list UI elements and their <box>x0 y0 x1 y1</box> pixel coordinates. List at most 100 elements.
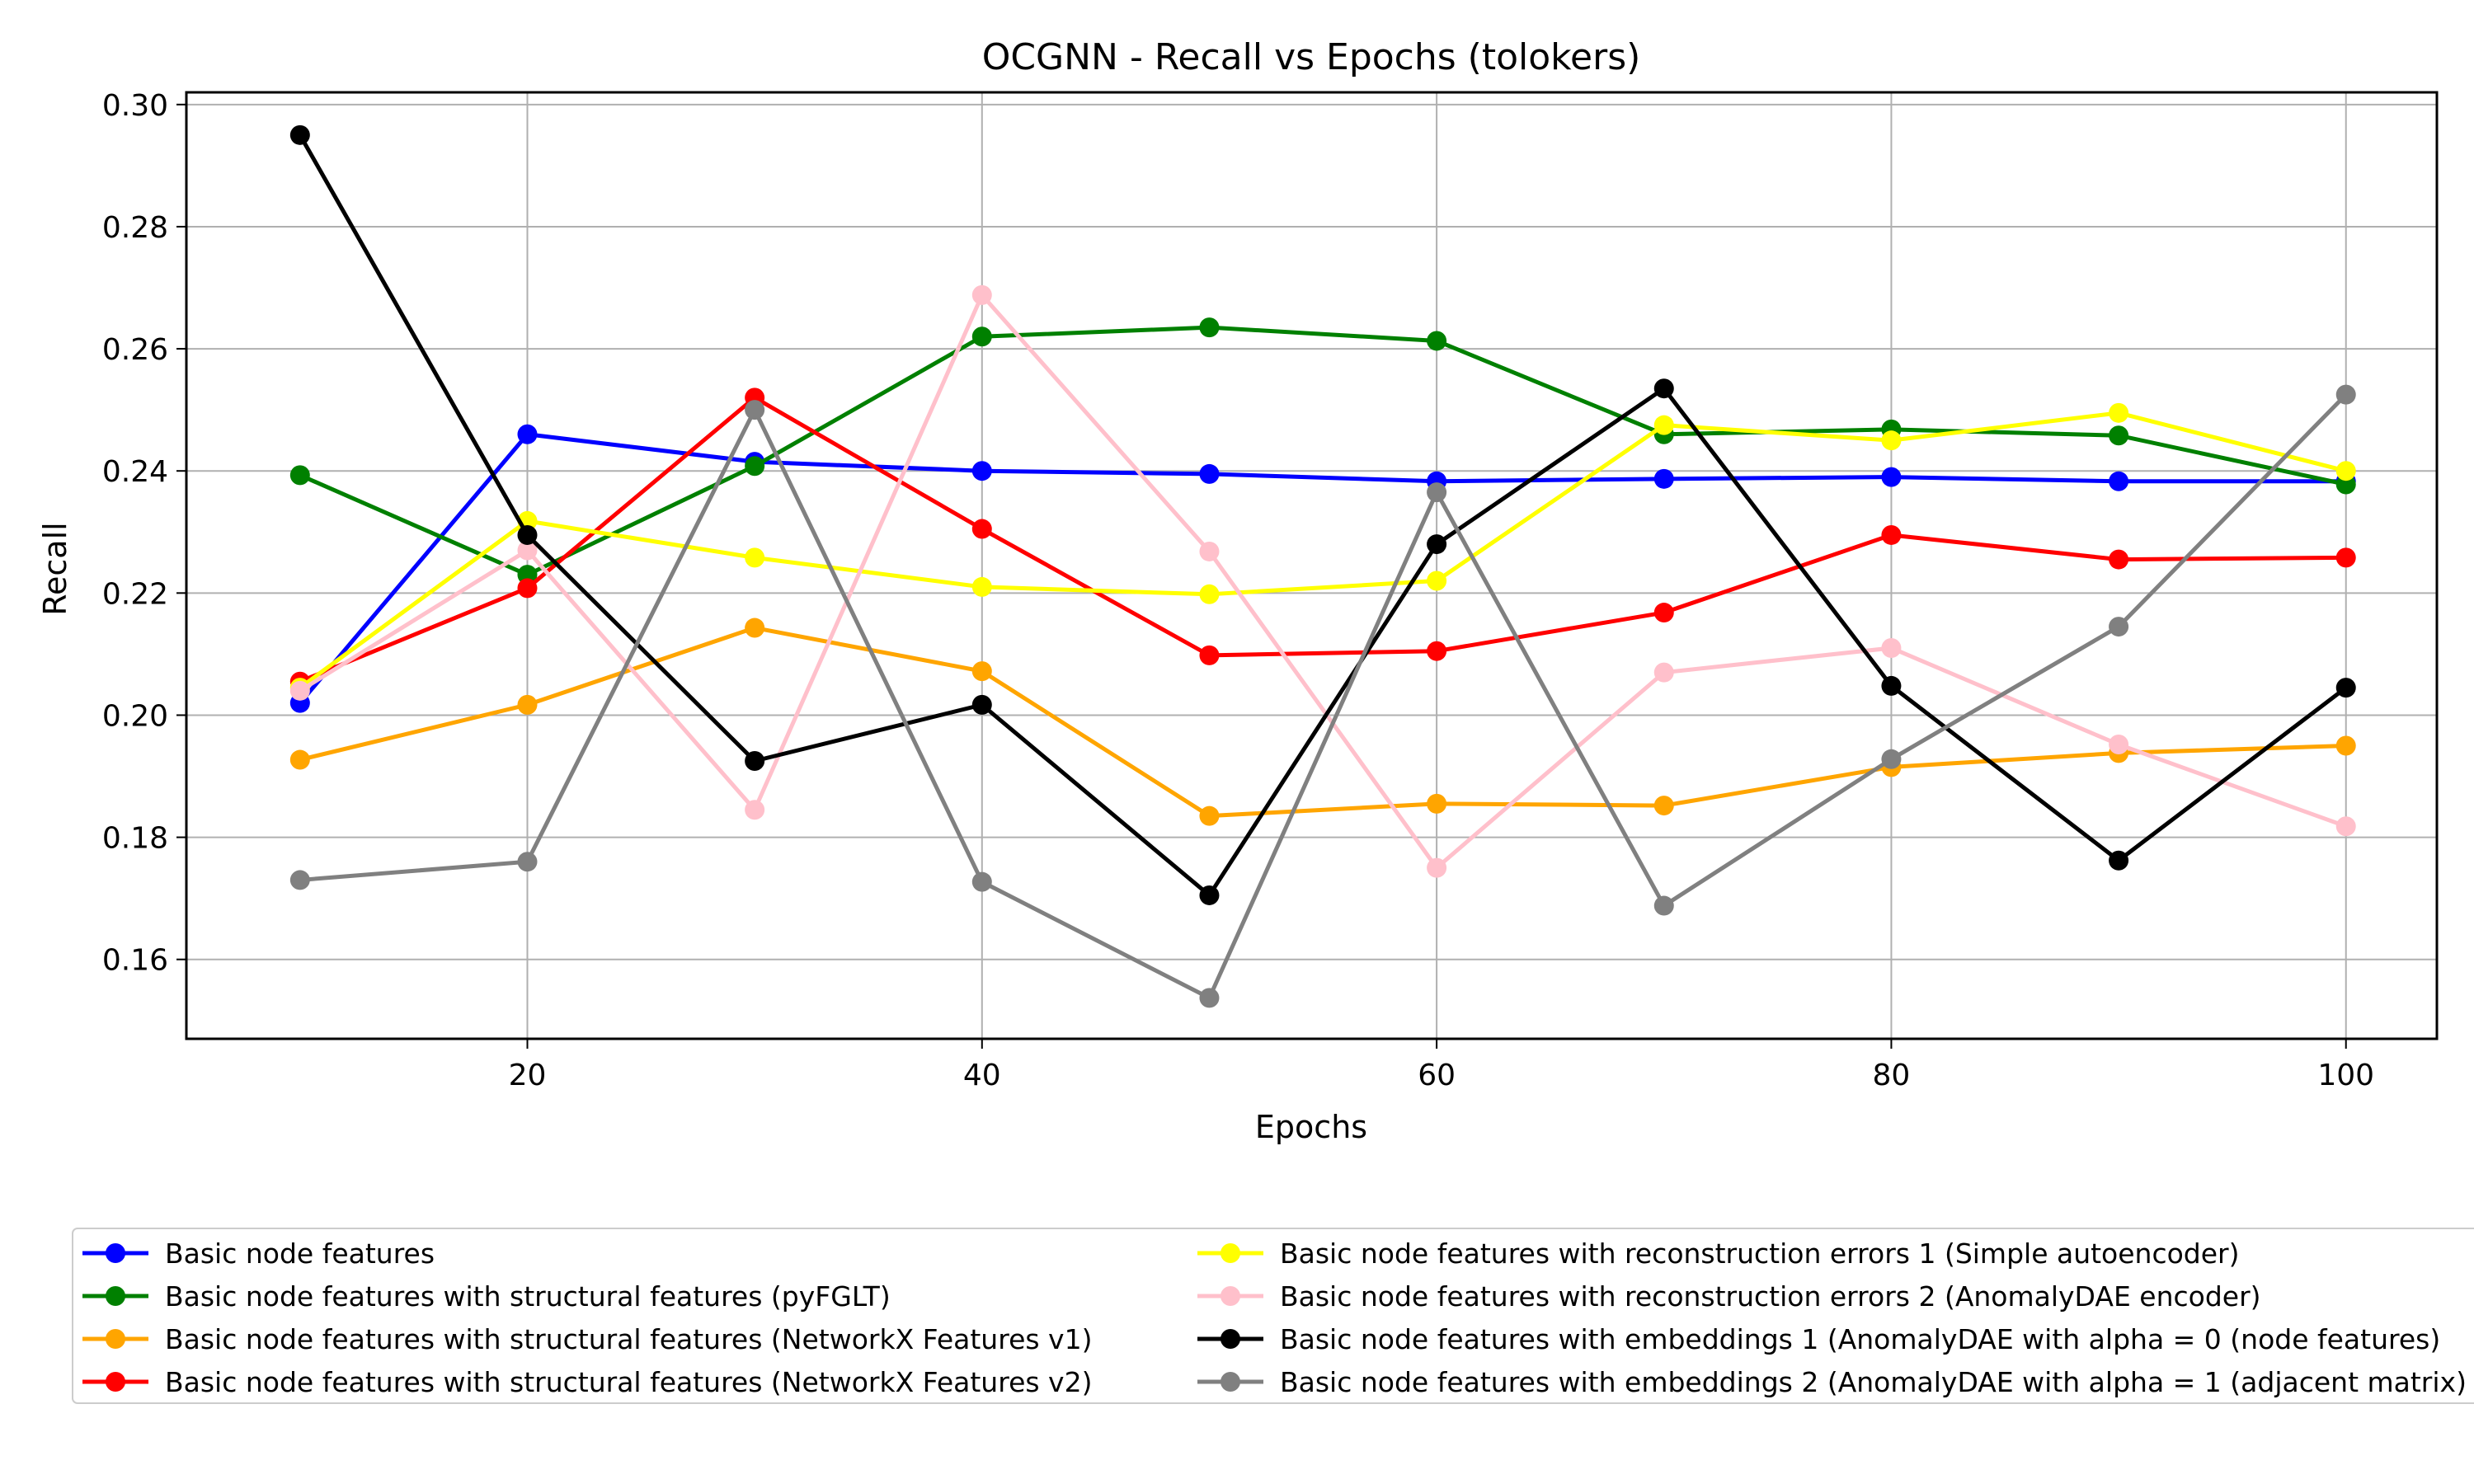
y-tick-label: 0.26 <box>102 333 168 367</box>
data-point <box>971 576 992 597</box>
series-7 <box>289 124 2356 905</box>
y-tick-label: 0.28 <box>102 211 168 245</box>
chart-title: OCGNN - Recall vs Epochs (tolokers) <box>982 36 1641 78</box>
series-line <box>299 392 2348 1000</box>
data-point <box>971 519 992 539</box>
data-point <box>1653 378 1674 399</box>
series-8 <box>289 384 2356 1008</box>
data-point <box>745 456 765 477</box>
data-point <box>1427 793 1447 814</box>
data-point <box>1881 749 1902 769</box>
legend-item: Basic node features with reconstruction … <box>1197 1280 2261 1313</box>
data-point <box>2109 549 2129 570</box>
y-tick-label: 0.18 <box>102 822 168 856</box>
legend-marker <box>1221 1286 1240 1306</box>
plot-series <box>289 124 2356 1008</box>
data-point <box>517 694 538 715</box>
series-2 <box>289 317 2356 585</box>
y-tick-label: 0.22 <box>102 577 168 611</box>
legend-marker <box>106 1243 125 1263</box>
series-line <box>299 395 2346 684</box>
data-point <box>1881 430 1902 451</box>
data-point <box>971 871 992 892</box>
y-tick-label: 0.30 <box>102 89 168 123</box>
legend-item: Basic node features with reconstruction … <box>1197 1237 2240 1270</box>
data-point <box>2335 384 2356 405</box>
y-axis-label: Recall <box>37 522 73 615</box>
data-point <box>971 694 992 715</box>
legend-item: Basic node features with embeddings 1 (A… <box>1197 1323 2440 1355</box>
data-point <box>1199 988 1220 1008</box>
data-point <box>1653 796 1674 816</box>
data-point <box>1653 468 1674 489</box>
data-point <box>1199 541 1220 561</box>
data-point <box>2109 471 2129 491</box>
data-point <box>1199 645 1220 665</box>
legend-marker <box>106 1372 125 1392</box>
data-point <box>517 524 538 545</box>
x-axis-label: Epochs <box>1255 1109 1367 1145</box>
data-point <box>289 465 310 486</box>
data-point <box>745 800 765 820</box>
data-point <box>1427 482 1447 503</box>
data-point <box>745 618 765 638</box>
data-point <box>971 326 992 347</box>
legend-marker <box>1221 1243 1240 1263</box>
series-line <box>299 626 2346 819</box>
data-point <box>1427 857 1447 878</box>
x-tick-label: 60 <box>1418 1059 1456 1092</box>
legend-marker <box>106 1329 125 1349</box>
data-point <box>1653 895 1674 916</box>
data-point <box>2335 735 2356 756</box>
data-point <box>289 680 310 701</box>
plot-frame <box>185 91 2439 1040</box>
legend-item: Basic node features with embeddings 2 (A… <box>1197 1366 2467 1398</box>
x-tick-label: 20 <box>509 1059 547 1092</box>
data-point <box>289 870 310 890</box>
data-point <box>1199 584 1220 604</box>
y-tick-label: 0.24 <box>102 455 168 489</box>
data-point <box>2109 402 2129 423</box>
data-point <box>1881 524 1902 545</box>
legend-label: Basic node features with reconstruction … <box>1280 1280 2261 1313</box>
legend-label: Basic node features with reconstruction … <box>1280 1237 2240 1270</box>
data-point <box>1653 603 1674 623</box>
data-point <box>745 547 765 568</box>
legend-label: Basic node features with structural feat… <box>165 1280 891 1313</box>
series-6 <box>289 284 2356 878</box>
series-line <box>299 411 2347 690</box>
legend-label: Basic node features with structural feat… <box>165 1323 1092 1355</box>
data-point <box>1427 534 1447 555</box>
data-point <box>1199 317 1220 338</box>
data-point <box>289 124 310 145</box>
data-point <box>971 661 992 682</box>
data-point <box>2109 850 2129 871</box>
data-point <box>1199 885 1220 905</box>
legend-item: Basic node features with structural feat… <box>82 1366 1092 1398</box>
data-point <box>1427 571 1447 591</box>
data-point <box>745 751 765 772</box>
grid <box>186 92 2437 1039</box>
data-point <box>517 540 538 561</box>
y-tick-label: 0.20 <box>102 699 168 733</box>
data-point <box>1427 331 1447 351</box>
x-tick-label: 100 <box>2317 1059 2374 1092</box>
legend-label: Basic node features <box>165 1237 435 1270</box>
data-point <box>1653 662 1674 683</box>
legend-label: Basic node features with structural feat… <box>165 1366 1092 1398</box>
data-point <box>517 852 538 872</box>
series-line <box>299 325 2347 577</box>
data-point <box>2109 425 2129 446</box>
data-point <box>1653 415 1674 435</box>
data-point <box>1881 467 1902 487</box>
data-point <box>2335 816 2356 837</box>
legend-marker <box>1221 1329 1240 1349</box>
data-point <box>2335 678 2356 698</box>
legend-item: Basic node features <box>82 1237 435 1270</box>
legend-marker <box>1221 1372 1240 1392</box>
legend-label: Basic node features with embeddings 2 (A… <box>1280 1366 2467 1398</box>
legend: Basic node features Basic node features w… <box>72 1228 2474 1404</box>
data-point <box>517 424 538 444</box>
data-point <box>1881 637 1902 658</box>
